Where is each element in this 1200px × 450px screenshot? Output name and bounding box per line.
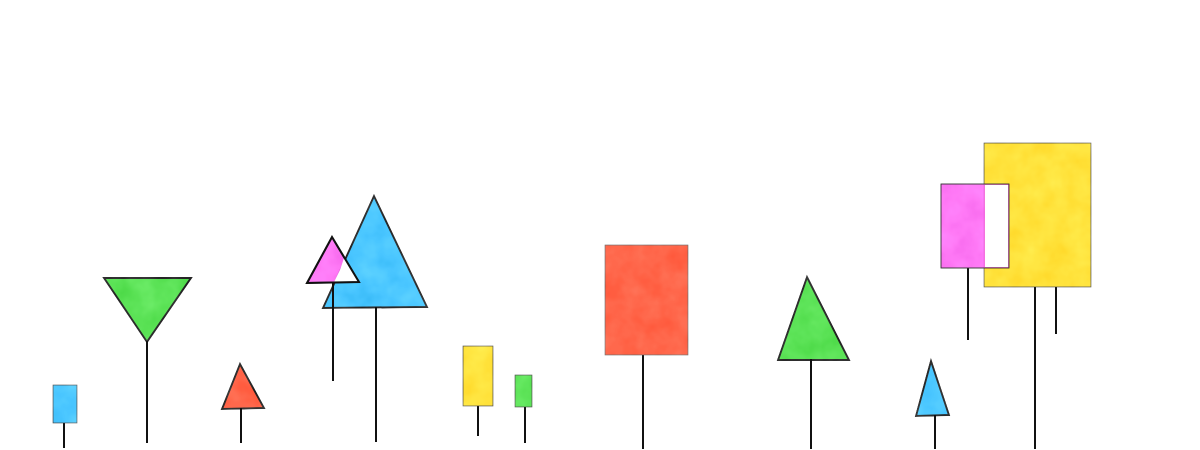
overlap-cutout: [334, 258, 359, 282]
overlap-outline: [305, 234, 361, 285]
small-cyan-square-sign: [52, 384, 78, 448]
small-blue-triangle-sign: [914, 357, 951, 449]
sign-face: [462, 345, 494, 407]
green-triangle-sign: [776, 274, 851, 449]
sign-face: [220, 361, 266, 411]
magenta-triangle-sign: [305, 234, 361, 381]
sign-face: [776, 274, 851, 361]
overlap-outline: [940, 183, 1010, 269]
large-red-rectangle-sign: [604, 244, 689, 449]
small-green-rectangle-sign: [514, 374, 533, 443]
sign-face: [102, 277, 193, 344]
green-inverted-triangle-sign: [102, 277, 193, 443]
large-blue-triangle-sign: [321, 193, 429, 442]
magenta-rectangle-sign: [940, 183, 1010, 340]
small-red-triangle-sign: [220, 361, 266, 443]
overlap-cutout: [985, 185, 1008, 267]
sign-face: [52, 384, 78, 424]
sign-face: [604, 244, 689, 356]
sign-face: [914, 357, 951, 418]
sign-face: [514, 374, 533, 408]
yellow-rectangle-sign: [462, 345, 494, 436]
